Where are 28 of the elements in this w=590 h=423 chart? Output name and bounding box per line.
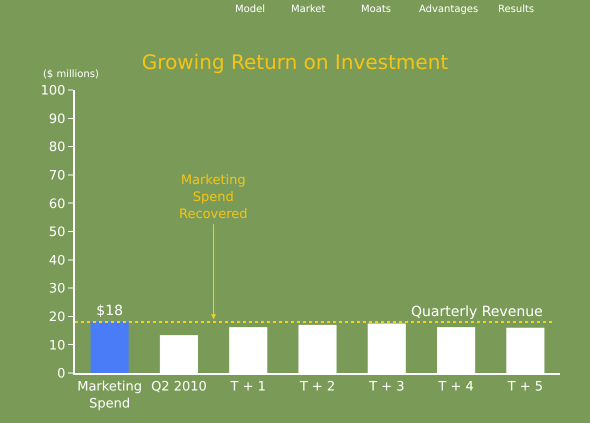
y-tick-label: 100 — [40, 84, 66, 99]
x-tick-label: T + 5 — [506, 380, 544, 395]
y-tick-label: 80 — [48, 140, 66, 156]
y-tick-label: 20 — [48, 310, 66, 325]
y-tick-label: 50 — [48, 225, 66, 240]
y-tick-label: 60 — [48, 196, 66, 212]
y-tick-label: 70 — [48, 168, 66, 184]
x-tick-label: Marketing Spend — [77, 380, 142, 412]
y-axis-title: ($ millions) — [43, 69, 99, 80]
annotation: Marketing Spend Recovered — [179, 173, 248, 222]
y-tick-label: 30 — [48, 282, 66, 297]
chart-title: Growing Return on Investment — [142, 50, 448, 74]
x-tick-label: Q2 2010 — [151, 380, 207, 395]
text: Results — [498, 4, 534, 15]
ref-line-label: Quarterly Revenue — [411, 304, 543, 320]
y-tick-label: 90 — [48, 112, 66, 127]
text: Advantages — [419, 4, 478, 15]
x-tick-label: T + 1 — [230, 380, 266, 395]
text: Market — [291, 4, 326, 15]
y-tick-label: 40 — [48, 253, 66, 268]
y-tick-label: 0 — [57, 366, 66, 382]
y-tick-label: 10 — [48, 338, 66, 354]
text: Model — [235, 4, 266, 15]
x-tick-label: T + 2 — [298, 380, 336, 395]
data-label: $18 — [96, 303, 124, 320]
x-tick-label: T + 3 — [368, 380, 404, 395]
text: Moats — [361, 4, 392, 15]
x-tick-label: T + 4 — [437, 380, 474, 395]
